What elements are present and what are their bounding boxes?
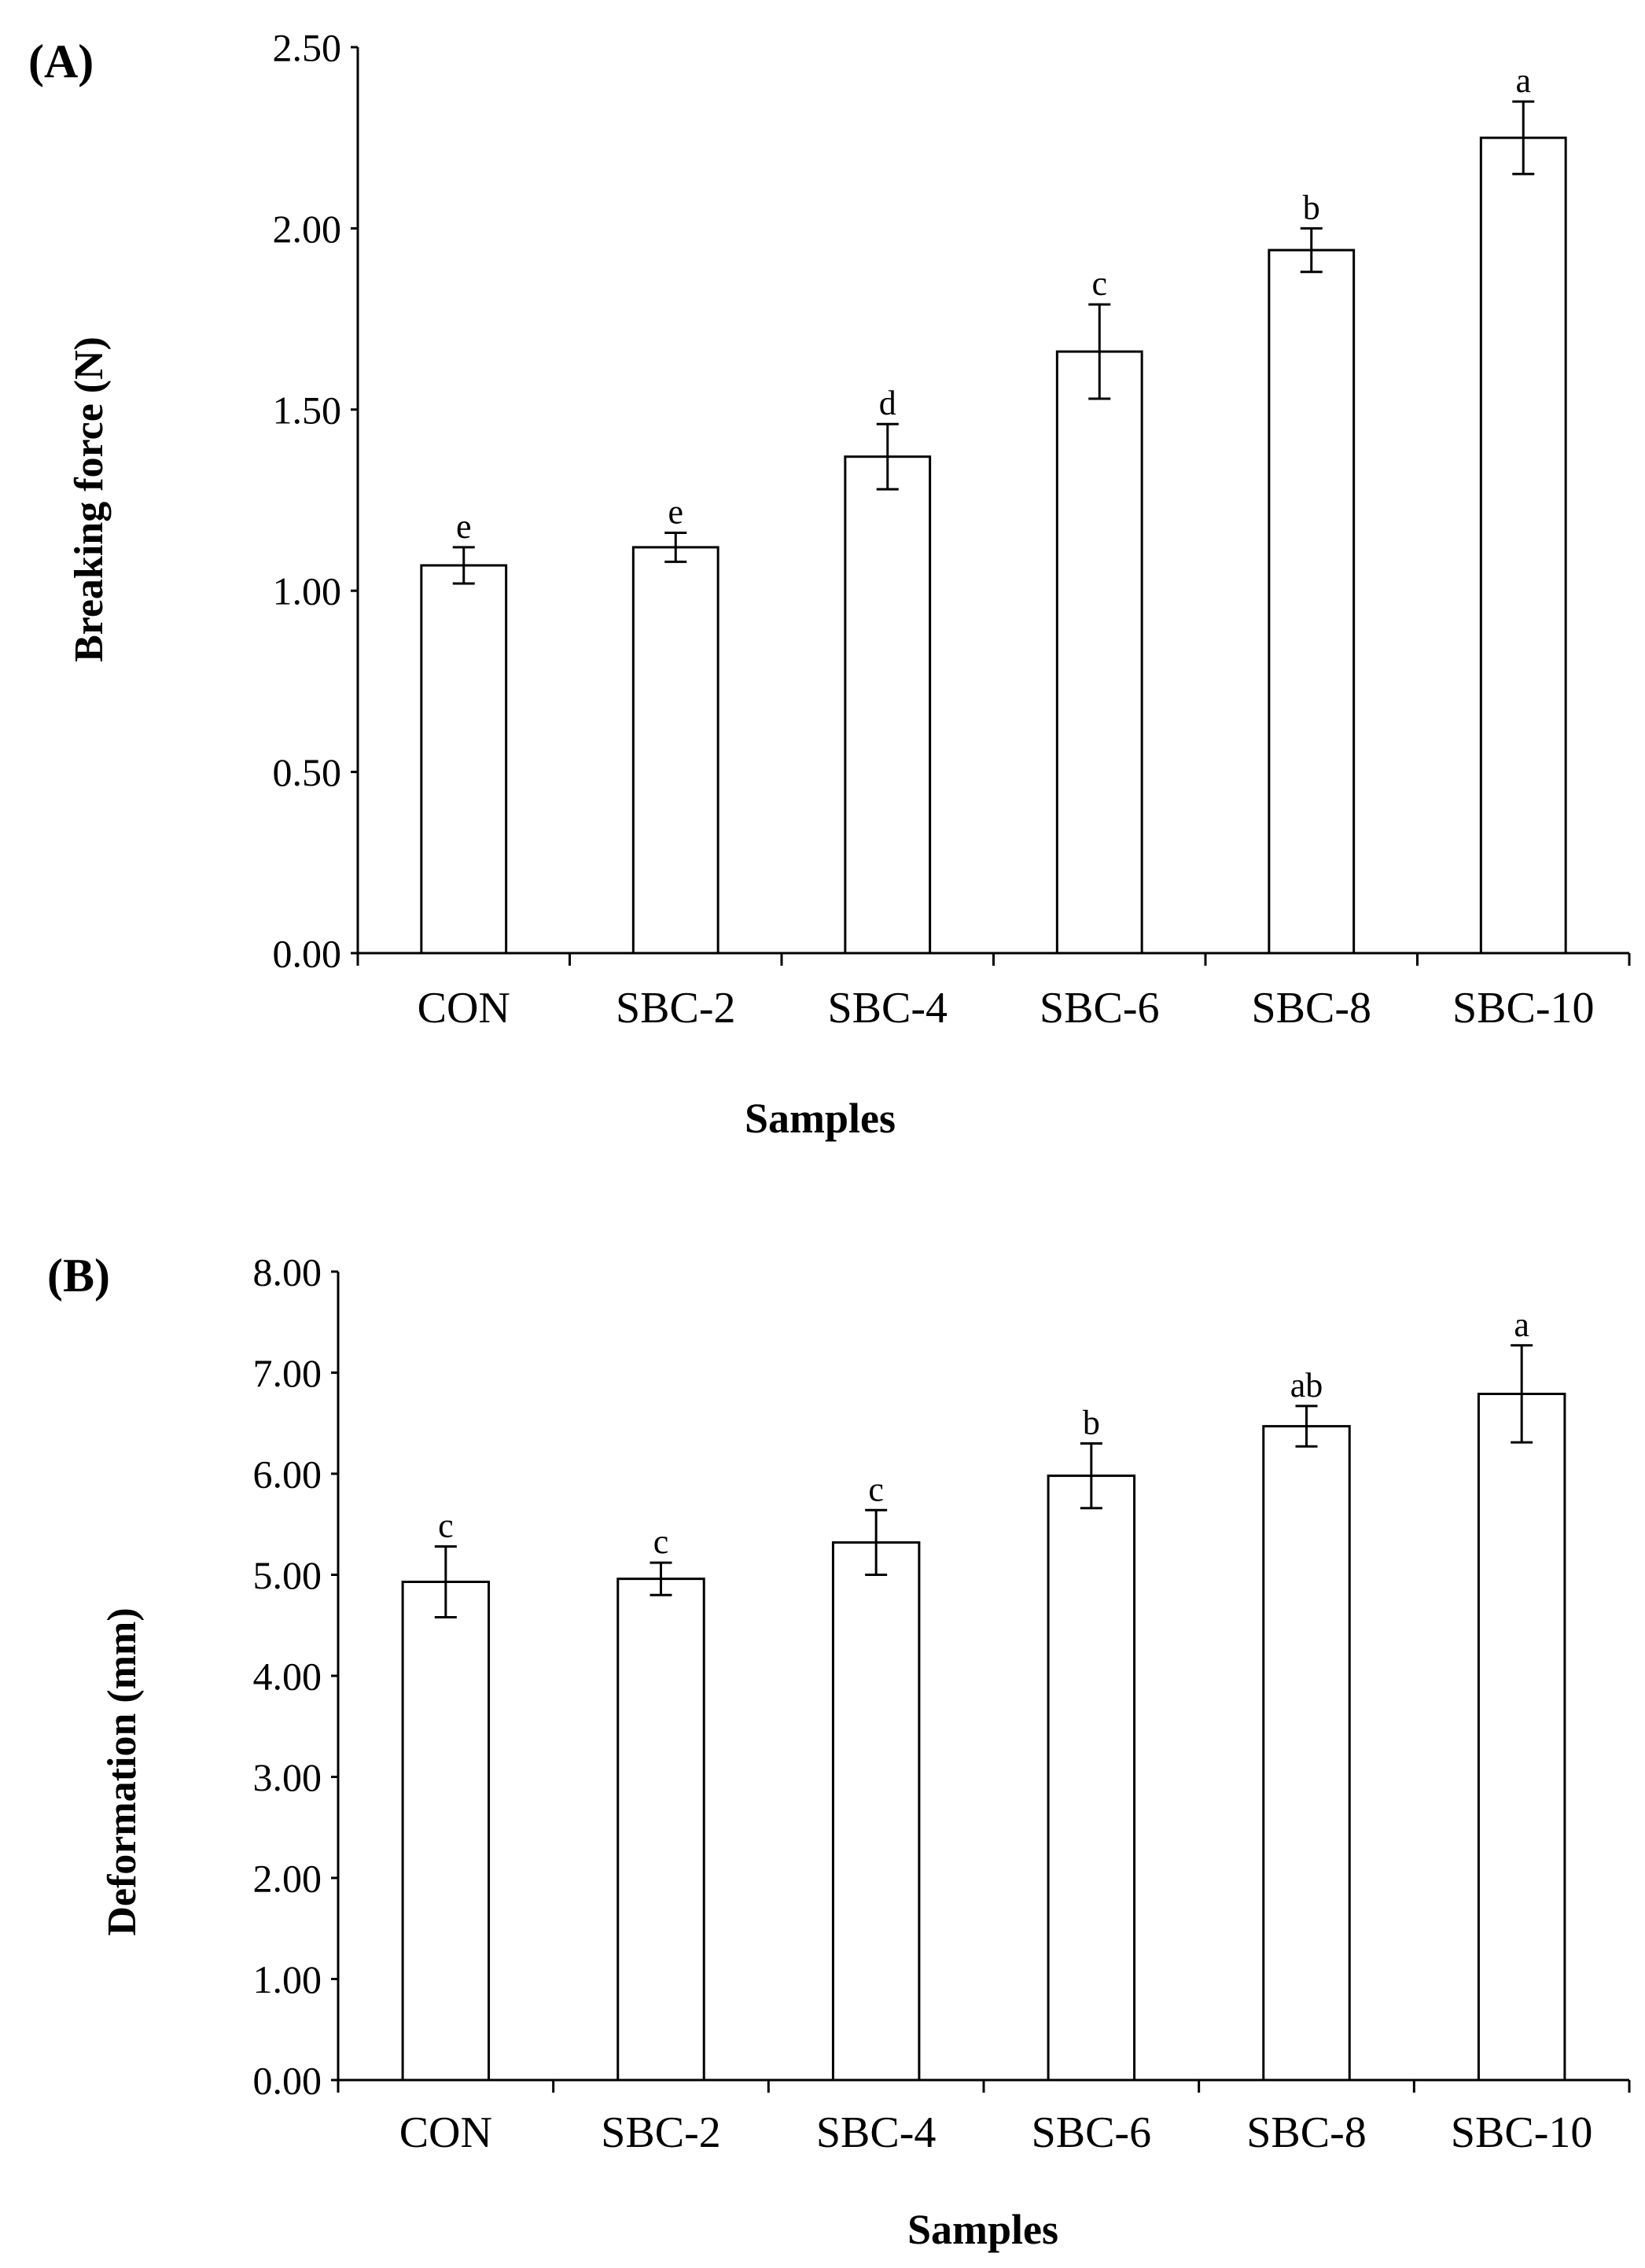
panel-b-x-tick-label: SBC-10 [1451,2108,1593,2157]
panel-b-x-tick-label: SBC-8 [1246,2108,1367,2157]
panel-b-plot-area: 0.00 1.00 2.00 3.00 4.00 5.00 6.00 7.00 8.00 c CON… [253,1250,1631,2157]
panel-b-y-tick-label: 4.00 [253,1655,322,1699]
panel-b-significance-letter: c [438,1507,454,1545]
panel-a-y-tick-label: 2.00 [273,207,342,251]
panel-a-bar [631,546,719,955]
panel-a-y-axis-title: Breaking force (N) [67,337,112,662]
panel-a-y-tick-label: 1.50 [273,388,342,432]
panel-b-x-axis-title: Samples [907,2206,1058,2253]
panel-b-x-tick-label: SBC-6 [1032,2108,1152,2157]
panel-b-y-axis-title: Deformation (mm) [100,1607,145,1935]
panel-a-bar [1055,350,1143,955]
panel-b-y-tick-label: 0.00 [253,2059,322,2103]
panel-b-significance-letter: c [653,1522,669,1561]
panel-b-y-tick-label: 3.00 [253,1755,322,1799]
panel-a-x-tick-label: CON [418,984,510,1033]
panel-a-bar [844,455,932,955]
chart-panel-a: (A) Breaking force (N) Samples 0.00 0.50 1… [28,26,1631,1142]
panel-a-significance-letter: e [668,492,683,531]
panel-a-significance-letter: c [1091,264,1107,303]
panel-b-y-tick-label: 1.00 [253,1957,322,2001]
panel-b-bar [831,1541,921,2082]
panel-b-bar [401,1580,491,2082]
panel-a-significance-letter: e [456,507,472,546]
panel-a-x-axis-title: Samples [745,1095,896,1142]
panel-b-significance-letter: b [1083,1403,1100,1441]
panel-a-x-tick-label: SBC-8 [1252,984,1372,1033]
panel-a-label: (A) [28,35,94,87]
panel-b-x-tick-label: SBC-2 [601,2108,721,2157]
panel-b-y-tick-label: 5.00 [253,1553,322,1597]
panel-a-x-tick-label: SBC-4 [828,984,948,1033]
panel-b-significance-letter: c [868,1470,884,1508]
panel-a-significance-letter: d [879,384,896,422]
panel-b-y-tick-label: 2.00 [253,1857,322,1901]
panel-b-significance-letter: ab [1290,1366,1323,1405]
panel-a-x-tick-label: SBC-2 [616,984,736,1033]
panel-b-bar [1477,1392,1566,2082]
panel-b-bar [616,1578,705,2082]
panel-a-significance-letter: a [1515,61,1531,100]
panel-b-x-tick-label: SBC-4 [816,2108,937,2157]
panel-a-y-tick-label: 1.00 [273,569,342,613]
panel-b-bar [1047,1475,1136,2082]
panel-b-y-tick-label: 6.00 [253,1452,322,1497]
panel-b-y-tick-label: 7.00 [253,1351,322,1395]
panel-a-y-tick-label: 2.50 [273,26,342,70]
panel-a-bar [1268,249,1356,955]
panel-b-bar [1262,1425,1351,2082]
chart-panel-b: (B) Deformation (mm) Samples 0.00 1.00 2.0… [47,1250,1631,2253]
panel-a-bar [1479,136,1567,955]
panel-a-x-tick-label: SBC-10 [1452,984,1595,1033]
panel-a-bar [420,564,508,955]
panel-b-y-tick-label: 8.00 [253,1250,322,1294]
panel-a-y-tick-label: 0.00 [273,932,342,976]
panel-b-x-tick-label: CON [399,2108,492,2157]
panel-b-label: (B) [47,1250,110,1302]
panel-a-significance-letter: b [1303,188,1320,226]
panel-b-significance-letter: a [1514,1305,1529,1344]
panel-a-x-tick-label: SBC-6 [1040,984,1160,1033]
panel-a-y-tick-label: 0.50 [273,750,342,794]
panel-a-plot-area: 0.00 0.50 1.00 1.50 2.00 2.50 e CON e SBC-2 d SBC-4… [273,26,1631,1033]
